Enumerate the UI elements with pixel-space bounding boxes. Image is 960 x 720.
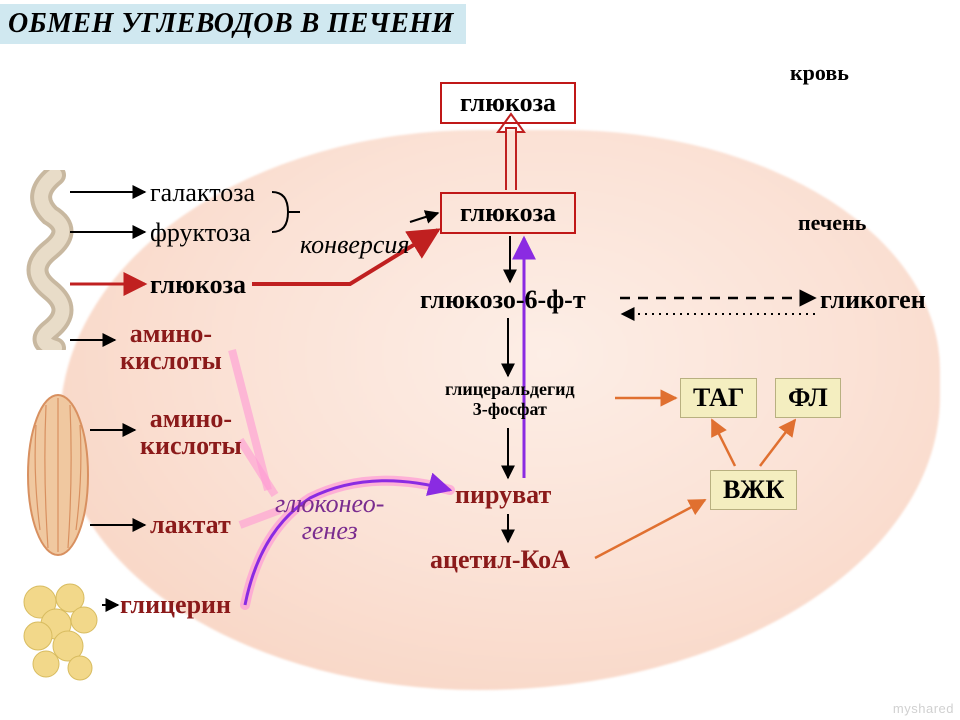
glucose-blood-box: глюкоза: [440, 82, 576, 124]
intestine-shape: [20, 170, 90, 350]
gluconeo-l1: глюконео-: [275, 489, 384, 518]
liver-label: печень: [798, 210, 866, 236]
amino1-l1: амино-: [130, 319, 212, 348]
gap-label: глицеральдегид 3-фосфат: [445, 380, 575, 420]
pyruvate-label: пируват: [455, 480, 551, 510]
title-bar: ОБМЕН УГЛЕВОДОВ В ПЕЧЕНИ: [0, 4, 466, 44]
glucose-liver-box: глюкоза: [440, 192, 576, 234]
glycerol-label: глицерин: [120, 590, 231, 620]
amino-acids-1: амино- кислоты: [120, 320, 222, 375]
amino1-l2: кислоты: [120, 346, 222, 375]
adipocyte-shape: [18, 580, 108, 690]
vzhk-box: ВЖК: [710, 470, 797, 510]
gluconeo-l2: генез: [302, 516, 358, 545]
conversion-label: конверсия: [300, 230, 410, 260]
muscle-shape: [18, 390, 98, 560]
amino2-l1: амино-: [150, 404, 232, 433]
amino2-l2: кислоты: [140, 431, 242, 460]
glycogen-label: гликоген: [820, 285, 926, 315]
glucose-input-label: глюкоза: [150, 270, 246, 300]
amino-acids-2: амино- кислоты: [140, 405, 242, 460]
tag-box: ТАГ: [680, 378, 757, 418]
diagram-stage: ОБМЕН УГЛЕВОДОВ В ПЕЧЕНИ кровь печень гл…: [0, 0, 960, 720]
acetylcoa-label: ацетил-КоА: [430, 545, 570, 575]
blood-label: кровь: [790, 60, 849, 86]
lactate-label: лактат: [150, 510, 231, 540]
galactose-label: галактоза: [150, 178, 255, 208]
fructose-label: фруктоза: [150, 218, 251, 248]
gluconeogenesis-label: глюконео- генез: [275, 490, 384, 545]
fl-box: ФЛ: [775, 378, 841, 418]
gap-l2: 3-фосфат: [473, 399, 547, 419]
g6p-label: глюкозо-6-ф-т: [420, 285, 586, 315]
watermark: myshared: [893, 701, 954, 716]
gap-l1: глицеральдегид: [445, 379, 575, 399]
